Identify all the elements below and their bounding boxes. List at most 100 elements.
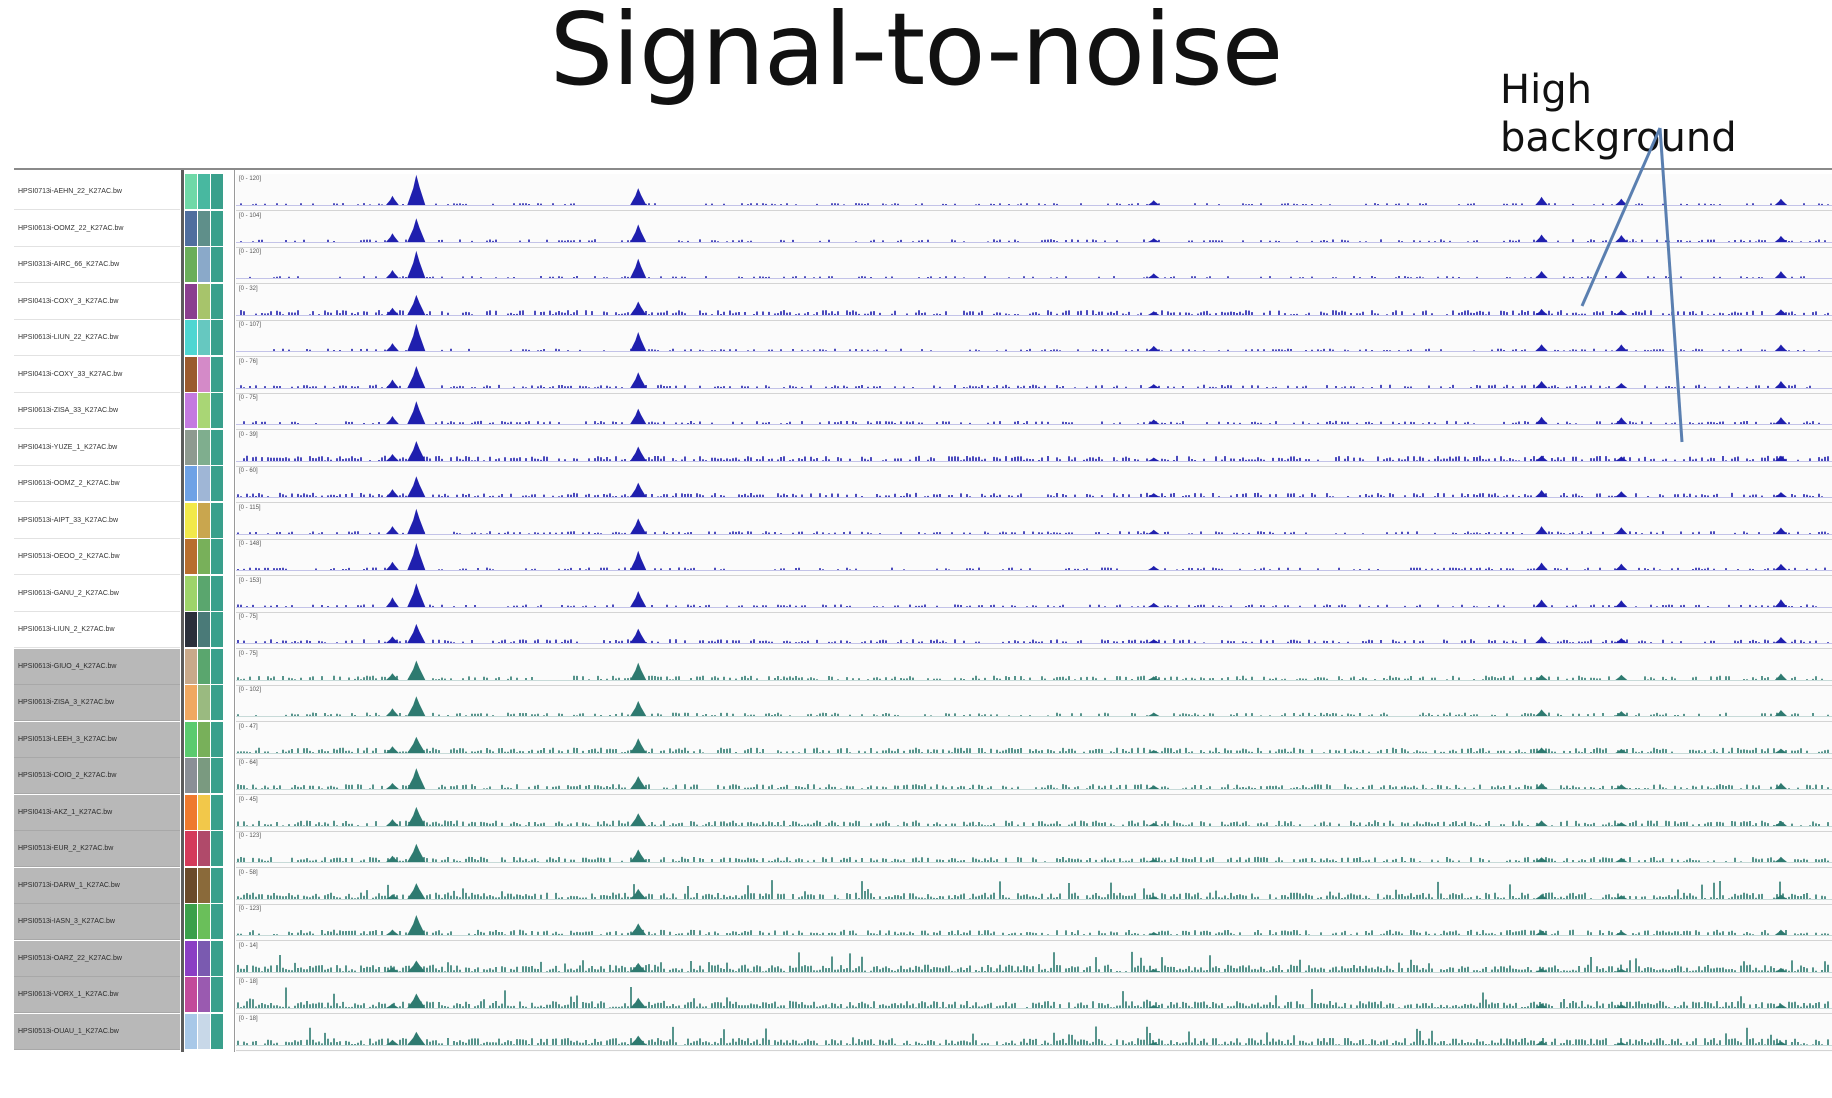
signal-track-plot	[236, 440, 1832, 462]
signal-peak	[1615, 198, 1628, 205]
signal-track[interactable]: [0 - 60]	[236, 466, 1832, 503]
signal-peak	[1535, 525, 1548, 534]
signal-background-noise	[237, 675, 1823, 680]
signal-peak	[630, 997, 647, 1008]
signal-peak	[386, 855, 399, 862]
signal-track[interactable]: [0 - 120]	[236, 247, 1832, 284]
signal-peak	[1774, 637, 1787, 643]
track-name[interactable]: HPSI0613i-GANU_2_K27AC.bw	[14, 576, 180, 612]
track-color-swatch	[198, 940, 210, 976]
signal-peak	[386, 745, 399, 753]
signal-peak	[1535, 709, 1548, 716]
signal-peak	[407, 806, 426, 826]
signal-peak	[630, 223, 647, 242]
signal-track[interactable]: [0 - 104]	[236, 211, 1832, 248]
signal-peak	[630, 812, 647, 826]
track-color-swatch	[198, 721, 210, 757]
signal-track[interactable]: [0 - 107]	[236, 320, 1832, 357]
signal-peak	[1774, 271, 1787, 278]
signal-track[interactable]: [0 - 123]	[236, 904, 1832, 941]
signal-peak	[407, 543, 426, 570]
signal-peak	[1148, 639, 1160, 643]
signal-peak	[1615, 309, 1628, 315]
signal-peak	[407, 323, 426, 351]
track-color-swatch	[198, 539, 210, 574]
column-divider	[234, 170, 235, 1052]
signal-track[interactable]: [0 - 102]	[236, 685, 1832, 722]
signal-track-plot	[236, 843, 1832, 863]
track-name[interactable]: HPSI0613i-VORX_1_K27AC.bw	[14, 977, 180, 1013]
track-name[interactable]: HPSI0713i-DARW_1_K27AC.bw	[14, 867, 180, 904]
signal-track[interactable]: [0 - 32]	[236, 284, 1832, 321]
signal-peak	[1774, 344, 1787, 351]
signal-track[interactable]: [0 - 75]	[236, 612, 1832, 649]
signal-track-plot	[236, 217, 1832, 243]
signal-background-noise	[240, 203, 1829, 205]
signal-track[interactable]: [0 - 120]	[236, 174, 1832, 211]
signal-track[interactable]: [0 - 75]	[236, 649, 1832, 686]
track-name[interactable]: HPSI0513i-AIPT_33_K27AC.bw	[14, 503, 180, 539]
signal-peak	[1148, 859, 1160, 862]
signal-track[interactable]: [0 - 39]	[236, 430, 1832, 467]
signal-peak	[1774, 710, 1787, 716]
signal-background-noise	[237, 567, 1826, 570]
track-name[interactable]: HPSI0513i-OARZ_22_K27AC.bw	[14, 940, 180, 977]
track-name[interactable]: HPSI0613i-ZISA_3_K27AC.bw	[14, 685, 180, 721]
track-color-swatch	[198, 867, 210, 903]
track-name[interactable]: HPSI0413i-COXY_3_K27AC.bw	[14, 284, 180, 320]
signal-track[interactable]: [0 - 14]	[236, 941, 1832, 978]
signal-peak	[630, 301, 647, 315]
track-name[interactable]: HPSI0413i-YUZE_1_K27AC.bw	[14, 430, 180, 466]
signal-track[interactable]: [0 - 75]	[236, 393, 1832, 430]
signal-track[interactable]: [0 - 153]	[236, 576, 1832, 613]
signal-peak	[407, 401, 426, 424]
track-name[interactable]: HPSI0313i-AIRC_66_K27AC.bw	[14, 247, 180, 283]
track-name[interactable]: HPSI0613i-ZISA_33_K27AC.bw	[14, 393, 180, 429]
signal-peak	[1615, 599, 1628, 607]
track-name[interactable]: HPSI0513i-OUAU_1_K27AC.bw	[14, 1013, 180, 1050]
track-name[interactable]: HPSI0613i-OOMZ_22_K27AC.bw	[14, 211, 180, 247]
signal-peak	[1774, 455, 1787, 461]
signal-peak	[630, 1035, 647, 1045]
signal-track[interactable]: [0 - 64]	[236, 758, 1832, 795]
signal-track[interactable]: [0 - 18]	[236, 977, 1832, 1014]
signal-peak	[1148, 749, 1160, 753]
track-color-swatch	[185, 904, 197, 939]
signal-track[interactable]: [0 - 45]	[236, 795, 1832, 832]
track-name[interactable]: HPSI0513i-OEOO_2_K27AC.bw	[14, 539, 180, 575]
track-color-swatch	[211, 429, 223, 465]
track-color-swatch	[211, 612, 223, 647]
signal-peak	[1774, 308, 1787, 315]
signal-track[interactable]: [0 - 123]	[236, 831, 1832, 868]
signal-track[interactable]: [0 - 148]	[236, 539, 1832, 576]
track-name[interactable]: HPSI0513i-EUR_2_K27AC.bw	[14, 831, 180, 867]
signal-peak	[1535, 1040, 1548, 1045]
signal-peak	[1774, 198, 1787, 205]
signal-peak	[1774, 894, 1787, 899]
track-color-swatch	[198, 575, 210, 611]
signal-track[interactable]: [0 - 18]	[236, 1014, 1832, 1051]
track-name[interactable]: HPSI0513i-IASN_3_K27AC.bw	[14, 904, 180, 940]
signal-peak	[1535, 1003, 1548, 1008]
track-color-swatch	[198, 831, 210, 866]
signal-track[interactable]: [0 - 76]	[236, 357, 1832, 394]
track-color-swatch	[185, 247, 197, 282]
signal-background-noise	[237, 856, 1829, 862]
track-name[interactable]: HPSI0613i-LIUN_2_K27AC.bw	[14, 612, 180, 648]
signal-track[interactable]: [0 - 47]	[236, 722, 1832, 759]
track-data-range: [0 - 104]	[239, 212, 262, 219]
signal-track[interactable]: [0 - 58]	[236, 868, 1832, 905]
track-name[interactable]: HPSI0613i-OOMZ_2_K27AC.bw	[14, 466, 180, 502]
track-name[interactable]: HPSI0413i-COXY_33_K27AC.bw	[14, 357, 180, 393]
track-color-swatch	[211, 356, 223, 392]
track-name[interactable]: HPSI0513i-LEEH_3_K27AC.bw	[14, 721, 180, 758]
track-name[interactable]: HPSI0613i-LIUN_22_K27AC.bw	[14, 320, 180, 356]
signal-peak	[1774, 380, 1787, 388]
track-name[interactable]: HPSI0713i-AEHN_22_K27AC.bw	[14, 174, 180, 210]
track-color-swatch	[185, 758, 197, 793]
track-name[interactable]: HPSI0613i-GIUO_4_K27AC.bw	[14, 648, 180, 685]
track-name[interactable]: HPSI0413i-AKZ_1_K27AC.bw	[14, 794, 180, 831]
track-name[interactable]: HPSI0513i-COIO_2_K27AC.bw	[14, 758, 180, 794]
signal-track[interactable]: [0 - 115]	[236, 503, 1832, 540]
signal-peak	[1148, 383, 1160, 388]
